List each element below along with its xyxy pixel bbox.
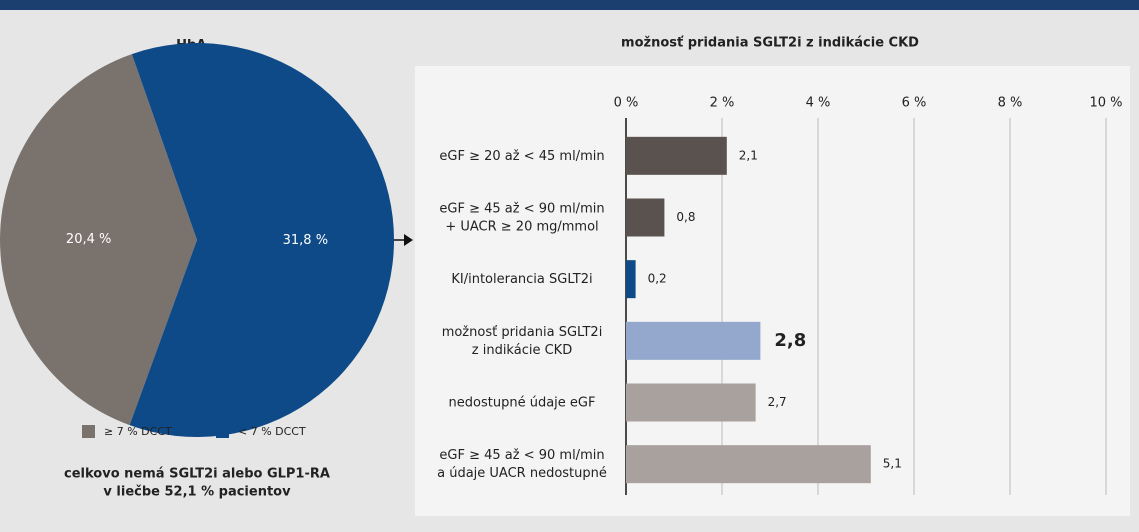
bar-panel xyxy=(415,66,1130,516)
pie-slice xyxy=(0,54,197,426)
value-label: 2,7 xyxy=(768,395,787,409)
x-tick-label: 6 % xyxy=(902,96,927,111)
category-label: KI/intolerancia SGLT2i xyxy=(451,272,592,287)
bar xyxy=(626,136,727,175)
x-tick-label: 2 % xyxy=(710,96,735,111)
category-label: eGF ≥ 45 až < 90 ml/min + UACR ≥ 20 mg/mm… xyxy=(439,201,604,234)
legend-label: < 7 % DCCT xyxy=(238,425,306,438)
value-label: 5,1 xyxy=(883,457,902,471)
note: v liečbe 52,1 % pacientov xyxy=(103,485,291,500)
category-line: eGF ≥ 45 až < 90 ml/min xyxy=(439,201,604,216)
value-label: 0,8 xyxy=(676,210,695,224)
bar-title: možnosť pridania SGLT2i z indikácie CKD xyxy=(621,36,919,51)
category-line: eGF ≥ 20 až < 45 ml/min xyxy=(439,148,604,163)
x-tick-label: 4 % xyxy=(806,96,831,111)
value-label: 2,8 xyxy=(774,330,806,351)
x-tick-label: 0 % xyxy=(614,96,639,111)
arrow-head xyxy=(404,234,413,246)
x-tick-label: 10 % xyxy=(1089,96,1122,111)
category-label: nedostupné údaje eGF xyxy=(449,395,596,410)
slice-label: 31,8 % xyxy=(283,233,328,248)
category-line: + UACR ≥ 20 mg/mmol xyxy=(445,219,598,234)
category-label: eGF ≥ 45 až < 90 ml/min a údaje UACR nedo… xyxy=(437,448,607,481)
slice-label: 20,4 % xyxy=(66,232,111,247)
top-band xyxy=(0,0,1139,10)
pie-slice xyxy=(129,43,395,437)
category-line: KI/intolerancia SGLT2i xyxy=(451,272,592,287)
legend-swatch xyxy=(216,425,229,438)
bar xyxy=(626,383,756,422)
category-line: z indikácie CKD xyxy=(472,342,572,357)
value-label: 2,1 xyxy=(739,148,758,162)
category-label: eGF ≥ 20 až < 45 ml/min xyxy=(439,148,604,163)
x-tick-label: 8 % xyxy=(998,96,1023,111)
legend-swatch xyxy=(82,425,95,438)
category-line: nedostupné údaje eGF xyxy=(449,395,596,410)
bar xyxy=(626,260,636,299)
value-label: 0,2 xyxy=(648,272,667,286)
legend-label: ≥ 7 % DCCT xyxy=(104,425,172,438)
note: celkovo nemá SGLT2i alebo GLP1-RA xyxy=(64,467,330,482)
bar xyxy=(626,445,871,484)
category-line: a údaje UACR nedostupné xyxy=(437,466,607,481)
category-label: možnosť pridania SGLT2i z indikácie CKD xyxy=(442,324,603,357)
bar xyxy=(626,321,761,360)
category-line: možnosť pridania SGLT2i xyxy=(442,324,603,339)
bar xyxy=(626,198,665,237)
category-line: eGF ≥ 45 až < 90 ml/min xyxy=(439,448,604,463)
